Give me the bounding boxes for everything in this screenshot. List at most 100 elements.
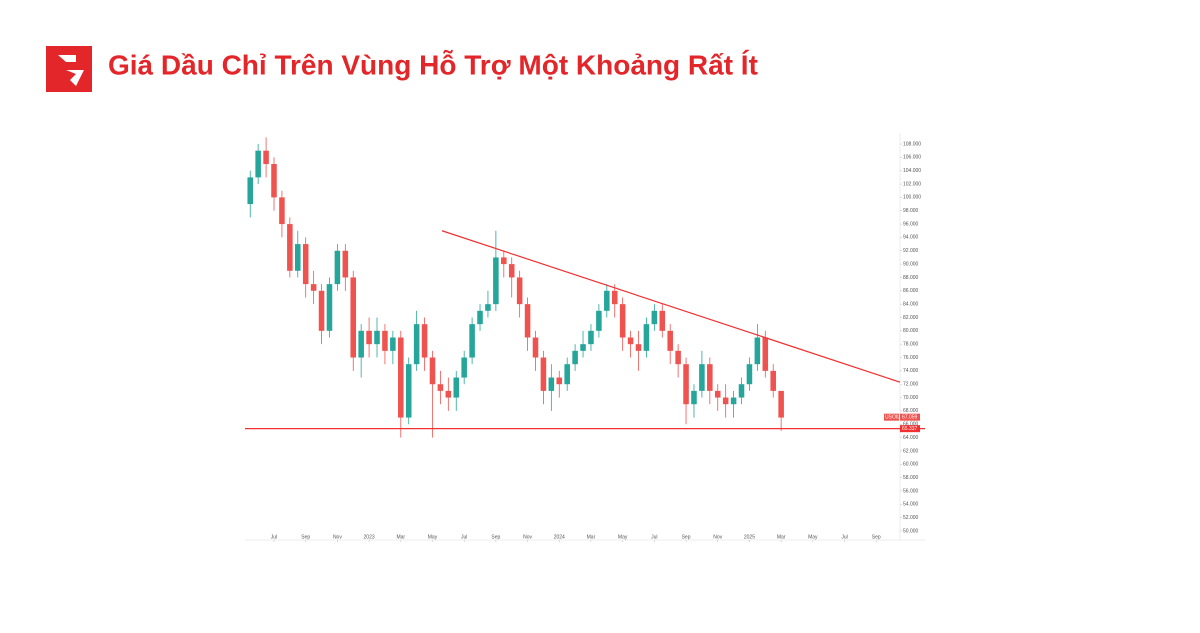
candle-body (445, 390, 452, 398)
candle-body (302, 244, 309, 285)
candle-body (429, 357, 436, 385)
y-tick-label: 92.000 (903, 248, 919, 254)
x-tick-label: Sep (491, 534, 500, 540)
candle-body (691, 390, 697, 405)
candle-body (342, 250, 349, 278)
y-tick-label: 52.000 (903, 515, 919, 521)
y-tick-label: 84.000 (903, 301, 919, 307)
candle-body (477, 310, 483, 325)
y-tick-label: 106.000 (903, 155, 921, 161)
logo (46, 46, 92, 92)
candle-body (580, 344, 586, 351)
x-tick-label: May (428, 534, 438, 540)
candle-body (366, 330, 372, 345)
candle-body (493, 257, 499, 305)
candle-body (326, 284, 333, 331)
candle-body (675, 350, 681, 365)
candle-body (564, 364, 570, 385)
x-tick-label: Mar (777, 534, 786, 540)
candle-body (532, 337, 539, 358)
candle-body (770, 370, 776, 391)
candle-body (730, 397, 737, 405)
x-tick-label: May (808, 534, 818, 540)
x-tick-label: 2023 (364, 534, 375, 540)
support-tag (900, 425, 920, 433)
candle-body (247, 177, 254, 205)
candle-body (382, 330, 388, 351)
x-tick-label: Jul (651, 534, 657, 540)
y-tick-label: 90.000 (903, 261, 919, 267)
y-tick-label: 64.000 (903, 435, 919, 441)
candle-body (461, 357, 467, 378)
y-tick-label: 102.000 (903, 181, 921, 187)
y-tick-label: 58.000 (903, 475, 919, 481)
candle-body (627, 337, 634, 345)
candle-body (318, 290, 325, 331)
candle-body (287, 224, 293, 271)
candle-body (611, 290, 618, 305)
candle-body (707, 364, 713, 391)
title: Giá Dầu Chỉ Trên Vùng Hỗ Trợ Một Khoảng … (108, 49, 758, 80)
y-tick-label: 80.000 (903, 328, 919, 334)
candle-body (572, 350, 578, 365)
y-tick-label: 96.000 (903, 221, 919, 227)
y-tick-label: 88.000 (903, 275, 919, 281)
candle-body (271, 164, 277, 198)
y-tick-label: 94.000 (903, 235, 919, 241)
price-tag (900, 413, 920, 421)
y-tick-label: 54.000 (903, 502, 919, 508)
y-tick-label: 70.000 (903, 395, 919, 401)
candle-body (699, 364, 705, 391)
candle-body (548, 377, 555, 391)
chart-frame (245, 133, 925, 543)
y-tick-label: 50.000 (903, 528, 919, 534)
y-tick-label: 108.000 (903, 141, 921, 147)
candle-body (524, 304, 531, 338)
candle-body (659, 310, 666, 331)
candle-body (508, 264, 515, 278)
candle-body (421, 324, 428, 358)
price-label: 67.059 (902, 415, 918, 421)
x-tick-label: Sep (301, 534, 310, 540)
x-tick-label: Nov (523, 534, 532, 540)
candle-body (588, 330, 594, 345)
y-tick-label: 78.000 (903, 342, 919, 348)
candle-body (501, 257, 507, 265)
candle-body (453, 377, 460, 398)
candle-body (643, 324, 650, 351)
y-tick-label: 76.000 (903, 355, 919, 361)
candle-body (722, 397, 729, 405)
candle-body (651, 310, 658, 325)
x-tick-label: 2025 (744, 534, 755, 540)
y-tick-label: 104.000 (903, 168, 921, 174)
support-label: 65.337 (902, 426, 918, 432)
trendline (441, 230, 901, 383)
x-tick-label: May (618, 534, 628, 540)
y-tick-label: 100.000 (903, 195, 921, 201)
candle-body (310, 284, 317, 291)
candle-body (516, 277, 523, 305)
candle-body (762, 337, 769, 371)
y-tick-label: 86.000 (903, 288, 919, 294)
plot: 50.000 52.000 54.000 56.000 58.000 60.000 62.0… (245, 137, 925, 542)
symbol-tag (884, 413, 899, 421)
candle-body (619, 304, 626, 338)
x-tick-label: Sep (682, 534, 691, 540)
candle-body (667, 330, 673, 351)
candle-body (374, 330, 380, 345)
x-tick-label: Sep (872, 534, 881, 540)
x-tick-label: Jul (841, 534, 847, 540)
candle-body (358, 330, 364, 358)
candle-body (350, 277, 357, 358)
candle-body (556, 377, 563, 385)
candle-body (398, 337, 404, 418)
y-tick-label: 62.000 (903, 448, 919, 454)
candle-body (596, 310, 602, 331)
symbol-label: USOIL (885, 415, 900, 421)
candle-body (485, 304, 491, 311)
candle-body (738, 384, 745, 398)
y-tick-label: 66.000 (903, 422, 919, 428)
y-tick-label: 82.000 (903, 315, 919, 321)
candle-body (279, 197, 285, 225)
